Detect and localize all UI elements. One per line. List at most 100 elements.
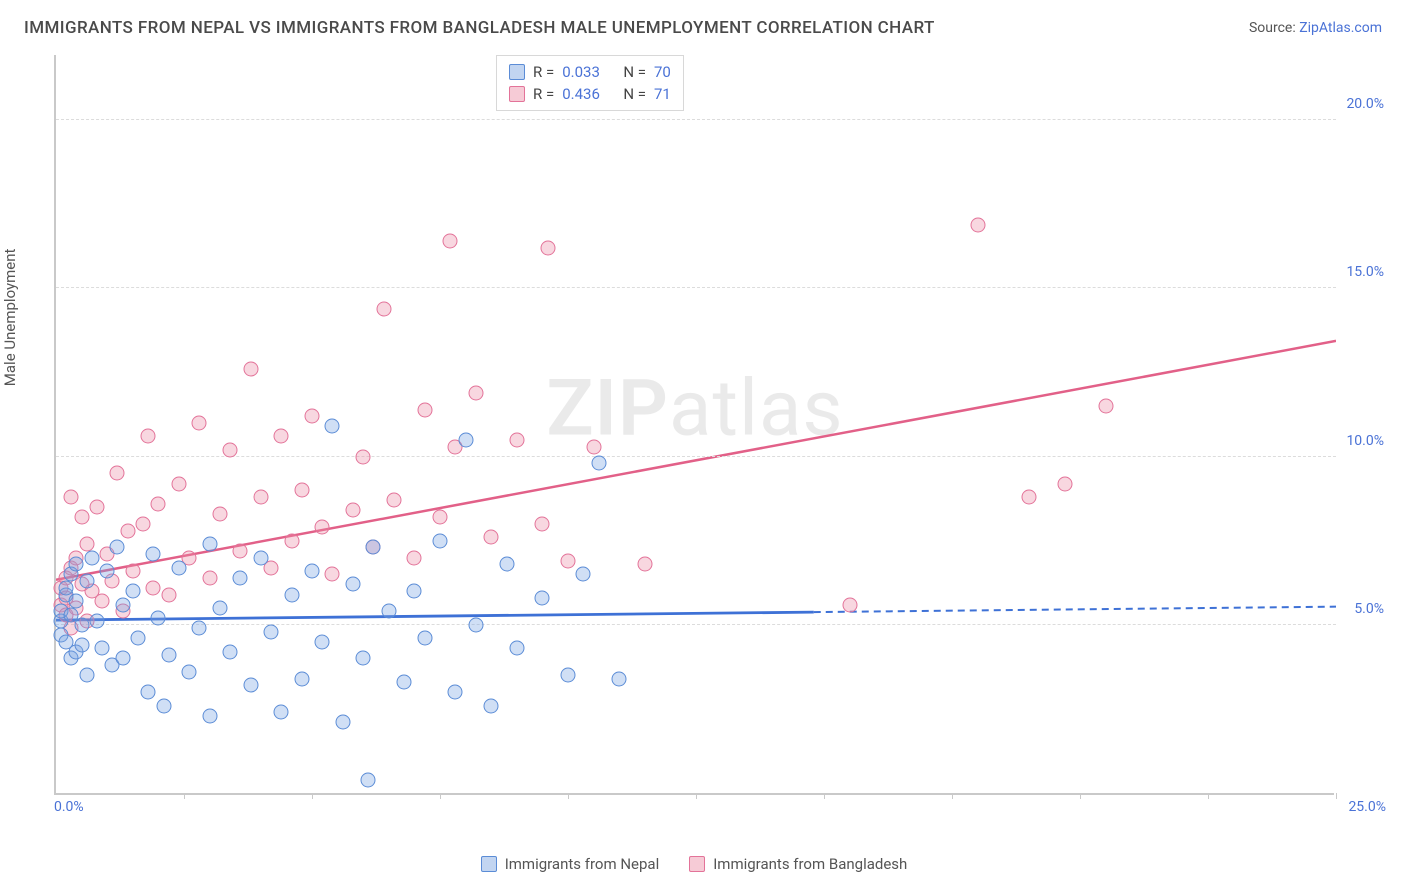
- data-point: [417, 631, 432, 646]
- data-point: [115, 597, 130, 612]
- data-point: [264, 624, 279, 639]
- data-point: [84, 550, 99, 565]
- data-point: [842, 597, 857, 612]
- data-point: [576, 567, 591, 582]
- data-point: [361, 772, 376, 787]
- data-point: [970, 217, 985, 232]
- gridline: [56, 119, 1336, 120]
- data-point: [100, 564, 115, 579]
- data-point: [1021, 490, 1036, 505]
- data-point: [161, 587, 176, 602]
- data-point: [95, 641, 110, 656]
- data-point: [305, 409, 320, 424]
- data-point: [141, 685, 156, 700]
- data-point: [335, 715, 350, 730]
- data-point: [79, 574, 94, 589]
- data-point: [146, 580, 161, 595]
- data-point: [69, 594, 84, 609]
- legend-item-nepal: Immigrants from Nepal: [481, 855, 660, 873]
- gridline: [56, 624, 1336, 625]
- data-point: [1098, 399, 1113, 414]
- x-tick: [568, 793, 569, 799]
- data-point: [540, 241, 555, 256]
- x-tick: [184, 793, 185, 799]
- data-point: [115, 651, 130, 666]
- data-point: [468, 617, 483, 632]
- data-point: [120, 523, 135, 538]
- x-tick: [696, 793, 697, 799]
- data-point: [305, 564, 320, 579]
- swatch-icon: [689, 856, 705, 872]
- data-point: [284, 533, 299, 548]
- data-point: [74, 510, 89, 525]
- data-point: [1057, 476, 1072, 491]
- data-point: [356, 449, 371, 464]
- data-point: [253, 550, 268, 565]
- source-link[interactable]: ZipAtlas.com: [1299, 20, 1382, 36]
- data-point: [294, 483, 309, 498]
- data-point: [274, 429, 289, 444]
- data-point: [130, 631, 145, 646]
- data-point: [69, 557, 84, 572]
- data-point: [212, 506, 227, 521]
- swatch-icon: [481, 856, 497, 872]
- chart-title: IMMIGRANTS FROM NEPAL VS IMMIGRANTS FROM…: [24, 18, 935, 38]
- data-point: [64, 490, 79, 505]
- data-point: [202, 708, 217, 723]
- data-point: [345, 577, 360, 592]
- data-point: [110, 466, 125, 481]
- data-point: [535, 516, 550, 531]
- swatch-bangladesh: [509, 86, 525, 102]
- data-point: [484, 530, 499, 545]
- x-tick: [440, 793, 441, 799]
- legend-row-bangladesh: R = 0.436 N = 71: [509, 83, 671, 105]
- data-point: [325, 567, 340, 582]
- data-point: [192, 621, 207, 636]
- gridline: [56, 456, 1336, 457]
- data-point: [243, 362, 258, 377]
- data-point: [433, 510, 448, 525]
- data-point: [499, 557, 514, 572]
- data-point: [325, 419, 340, 434]
- data-point: [484, 698, 499, 713]
- y-tick-label: 10.0%: [1346, 433, 1384, 449]
- data-point: [95, 594, 110, 609]
- correlation-legend: R = 0.033 N = 70 R = 0.436 N = 71: [496, 55, 684, 111]
- legend-row-nepal: R = 0.033 N = 70: [509, 61, 671, 83]
- x-tick: [1080, 793, 1081, 799]
- x-tick: [952, 793, 953, 799]
- data-point: [376, 301, 391, 316]
- data-point: [202, 537, 217, 552]
- data-point: [171, 560, 186, 575]
- data-point: [136, 516, 151, 531]
- y-tick-label: 5.0%: [1354, 601, 1384, 617]
- data-point: [586, 439, 601, 454]
- data-point: [223, 442, 238, 457]
- data-point: [151, 496, 166, 511]
- data-point: [468, 385, 483, 400]
- data-point: [294, 671, 309, 686]
- data-point: [315, 520, 330, 535]
- data-point: [233, 570, 248, 585]
- data-point: [89, 500, 104, 515]
- data-point: [192, 416, 207, 431]
- data-point: [591, 456, 606, 471]
- data-point: [253, 490, 268, 505]
- x-tick: [312, 793, 313, 799]
- data-point: [110, 540, 125, 555]
- data-point: [448, 685, 463, 700]
- data-point: [202, 570, 217, 585]
- data-point: [146, 547, 161, 562]
- data-point: [223, 644, 238, 659]
- series-legend: Immigrants from Nepal Immigrants from Ba…: [54, 855, 1334, 873]
- data-point: [366, 540, 381, 555]
- data-point: [345, 503, 360, 518]
- data-point: [125, 584, 140, 599]
- data-point: [74, 638, 89, 653]
- correlation-chart: ZIPatlas R = 0.033 N = 70 R = 0.436 N = …: [54, 55, 1390, 835]
- data-point: [535, 590, 550, 605]
- data-point: [141, 429, 156, 444]
- data-point: [274, 705, 289, 720]
- data-point: [381, 604, 396, 619]
- data-point: [417, 402, 432, 417]
